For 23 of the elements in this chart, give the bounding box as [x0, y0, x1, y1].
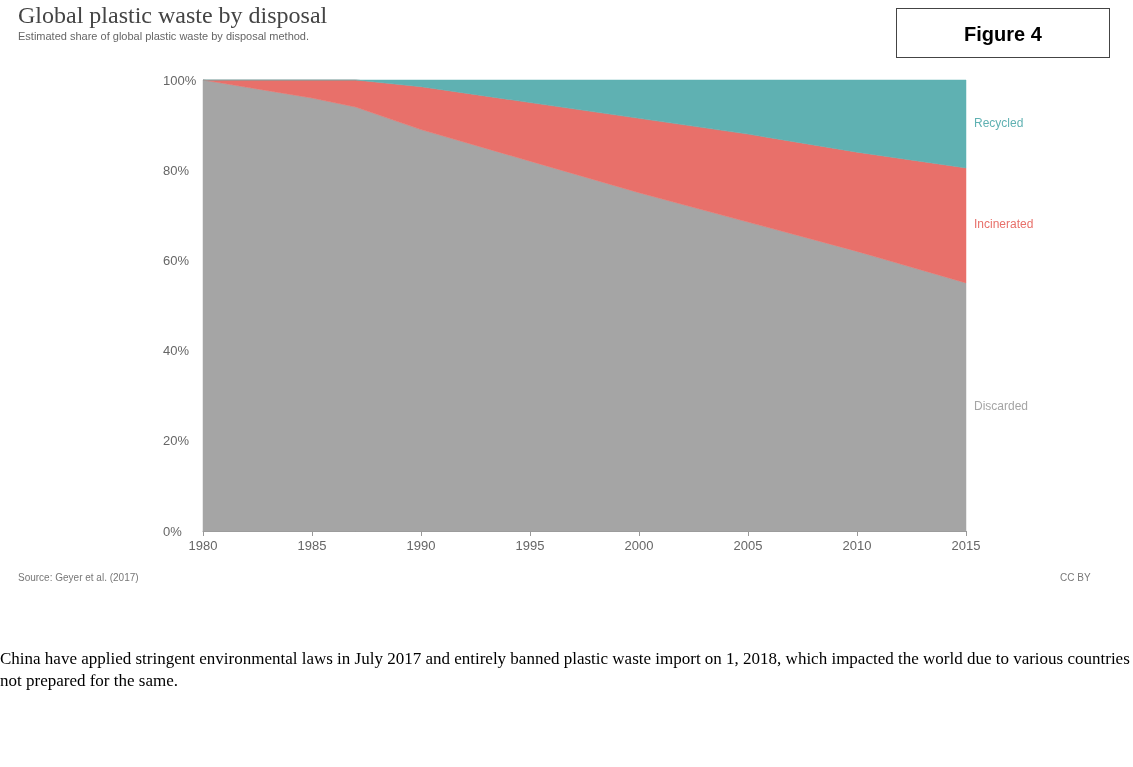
caption: Figure 4 [896, 8, 1110, 58]
y-tick-label: 100% [163, 72, 197, 88]
x-tick-label: 2005 [733, 538, 763, 553]
text: CC BY [1060, 572, 1091, 583]
text: China have applied stringent environmental laws in July 2017 and entirely banned plastic waste import on 1, 2018, which impacted the world due to various countries not prepared for the same. [0, 648, 1131, 692]
y-tick-label: 0% [163, 523, 183, 539]
x-tick-label: 2000 [624, 538, 654, 553]
chart-title: Global plastic waste by disposal [18, 2, 328, 29]
y-tick-label: 80% [163, 162, 190, 178]
x-tick-label: 2015 [951, 538, 981, 553]
x-tick-label: 1995 [515, 538, 545, 553]
x-tick-label: 1980 [188, 538, 218, 553]
series-label: Recycled [974, 115, 1024, 130]
y-tick-label: 40% [163, 343, 190, 359]
y-tick-label: 60% [163, 252, 190, 268]
source-note: Source: Geyer et al. (2017) [18, 572, 139, 583]
y-tick-label: 20% [163, 433, 190, 449]
x-tick-label: 2010 [842, 538, 872, 553]
series-label: Discarded [974, 398, 1029, 413]
series-label: Incinerated [974, 217, 1034, 232]
chart-subtitle: Estimated share of global plastic waste by disposal method. [18, 30, 310, 42]
x-tick-label: 1985 [297, 538, 327, 553]
x-tick-label: 1990 [406, 538, 436, 553]
